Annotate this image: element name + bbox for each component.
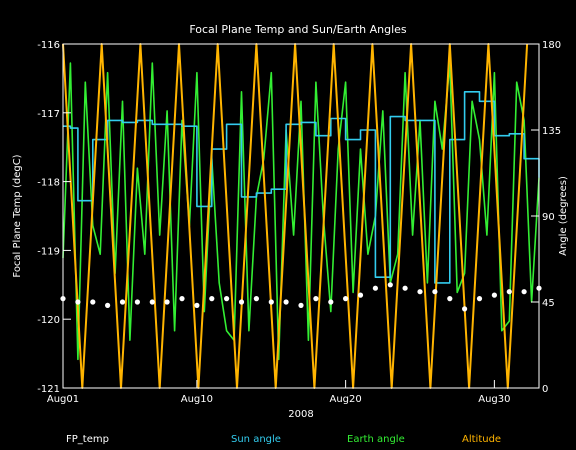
y-left-tick-label: -120 bbox=[37, 315, 60, 326]
y-axis-left-title: Focal Plane Temp (degC) bbox=[12, 154, 23, 277]
fp-temp-point bbox=[194, 302, 200, 308]
x-tick-label: Aug20 bbox=[329, 394, 361, 405]
y-left-tick-label: -119 bbox=[37, 246, 60, 257]
fp-temp-point bbox=[298, 302, 304, 308]
fp-temp-point bbox=[313, 296, 319, 302]
y-left-tick-label: -117 bbox=[37, 109, 60, 120]
fp-temp-point bbox=[224, 296, 230, 302]
y-right-tick-label: 180 bbox=[542, 40, 561, 51]
fp-temp-point bbox=[343, 296, 349, 302]
chart-title: Focal Plane Temp and Sun/Earth Angles bbox=[189, 23, 407, 36]
fp-temp-point bbox=[134, 299, 140, 305]
fp-temp-point bbox=[283, 299, 289, 305]
fp-temp-point bbox=[90, 299, 96, 305]
fp-temp-point bbox=[462, 306, 468, 312]
y-left-tick-label: -121 bbox=[37, 384, 60, 395]
legend-sun-angle: Sun angle bbox=[231, 434, 281, 445]
fp-temp-point bbox=[476, 296, 483, 302]
y-right-tick-label: 0 bbox=[542, 384, 548, 395]
x-tick-label: Aug01 bbox=[47, 394, 79, 405]
fp-temp-point bbox=[179, 296, 185, 302]
y-right-tick-label: 90 bbox=[542, 212, 555, 223]
earth-angle-line bbox=[62, 62, 540, 361]
legend: FP_temp Sun angle Earth angle Altitude bbox=[66, 434, 501, 445]
fp-temp-point bbox=[209, 296, 215, 302]
series-sun-angle bbox=[63, 91, 540, 284]
legend-fp-temp: FP_temp bbox=[66, 434, 109, 445]
y-left-tick-label: -118 bbox=[37, 178, 60, 189]
fp-temp-point bbox=[491, 292, 497, 298]
fp-temp-point bbox=[372, 285, 378, 291]
y-left-tick-label: -116 bbox=[37, 40, 60, 51]
fp-temp-point bbox=[105, 302, 111, 308]
sun-angle-line bbox=[63, 91, 540, 284]
y-right-tick-label: 45 bbox=[542, 298, 555, 309]
y-axis-right-title: Angle (degrees) bbox=[558, 176, 569, 256]
fp-temp-point bbox=[417, 289, 423, 295]
fp-temp-point bbox=[432, 289, 438, 295]
fp-temp-point bbox=[521, 289, 527, 295]
series-earth-angle bbox=[62, 62, 540, 361]
series-fp-temp bbox=[60, 282, 542, 312]
fp-temp-point bbox=[357, 292, 364, 298]
fp-temp-point bbox=[402, 285, 408, 291]
x-tick-label: Aug10 bbox=[181, 394, 213, 405]
y-right-tick-label: 135 bbox=[542, 126, 561, 137]
fp-temp-point bbox=[506, 289, 512, 295]
legend-altitude: Altitude bbox=[462, 434, 501, 445]
fp-temp-point bbox=[328, 299, 334, 305]
fp-temp-point bbox=[164, 299, 170, 305]
fp-temp-point bbox=[268, 299, 274, 305]
fp-temp-point bbox=[75, 299, 81, 305]
fp-temp-point bbox=[119, 299, 126, 305]
x-tick-label: Aug30 bbox=[478, 394, 510, 405]
fp-temp-point bbox=[447, 296, 453, 302]
fp-temp-point bbox=[387, 282, 393, 288]
x-axis-title: 2008 bbox=[288, 409, 313, 420]
legend-earth-angle: Earth angle bbox=[347, 434, 405, 445]
ticks-layer: -116 -117 -118 -119 -120 -121 180 135 90 45 0 Aug01… bbox=[37, 40, 561, 405]
fp-temp-point bbox=[253, 296, 259, 302]
fp-temp-point bbox=[149, 299, 155, 305]
fp-temp-point bbox=[238, 299, 245, 305]
